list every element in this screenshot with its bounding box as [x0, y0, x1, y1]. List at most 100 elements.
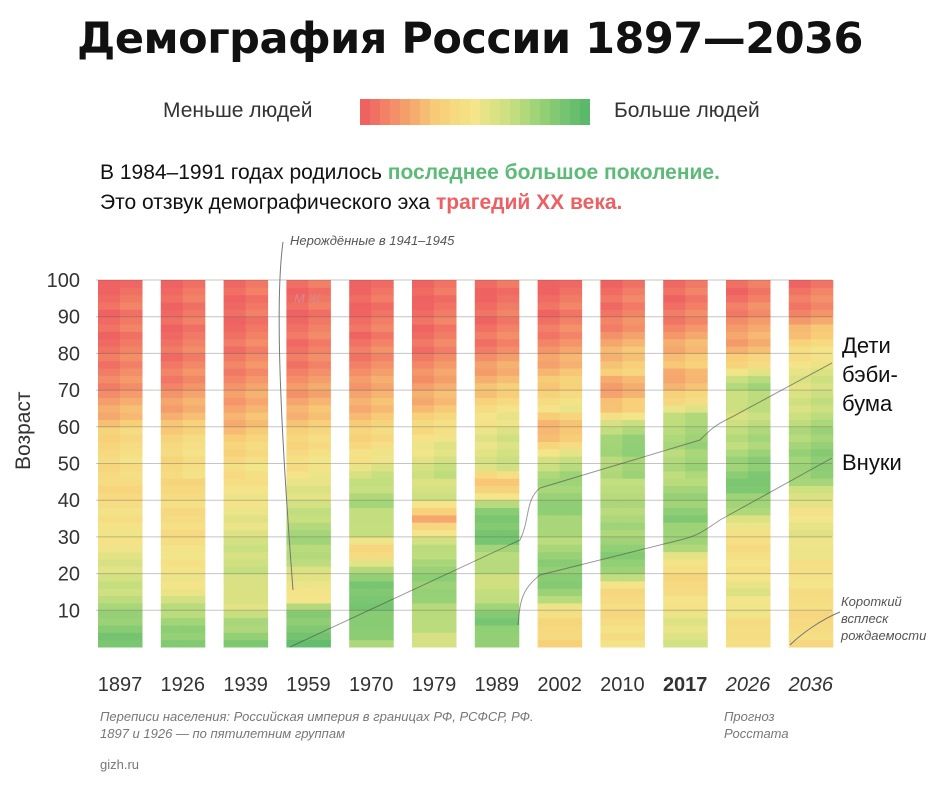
heatmap-cell	[726, 588, 749, 597]
heatmap-cell	[726, 404, 749, 413]
heatmap-cell	[622, 544, 645, 553]
heatmap-cell	[474, 331, 498, 340]
heatmap-cell	[434, 485, 457, 494]
heatmap-cell	[559, 602, 583, 611]
heatmap-cell	[810, 412, 834, 420]
heatmap-cell	[559, 448, 583, 457]
heatmap-cell	[622, 441, 645, 450]
heatmap-cell	[474, 522, 498, 531]
heatmap-cell	[622, 360, 645, 369]
heatmap-cell	[559, 478, 583, 487]
heatmap-cell	[622, 529, 645, 538]
heatmap-cell	[182, 573, 206, 582]
heatmap-cell	[120, 485, 143, 494]
heatmap-cell	[308, 558, 331, 567]
heatmap-cell	[622, 500, 645, 509]
heatmap-cell	[600, 632, 623, 641]
heatmap-cell	[726, 492, 749, 501]
heatmap-cell	[537, 404, 561, 413]
heatmap-cell	[245, 412, 269, 420]
heatmap-cell	[474, 390, 498, 398]
heatmap-cell	[622, 287, 645, 296]
heatmap-cell	[286, 456, 309, 464]
heatmap-cell	[160, 280, 184, 288]
heatmap-cell	[98, 544, 121, 553]
source-link[interactable]: gizh.ru	[100, 757, 140, 772]
x-tick-label: 2002	[537, 674, 582, 696]
heatmap-cell	[726, 346, 749, 354]
heatmap-cell	[120, 617, 143, 626]
heatmap-cell	[223, 588, 247, 597]
heatmap-cell	[748, 309, 771, 318]
heatmap-cell	[748, 338, 771, 347]
heatmap-cell	[434, 566, 457, 575]
heatmap-cell	[434, 368, 457, 376]
heatmap-cell	[559, 302, 583, 310]
heatmap-cell	[685, 456, 708, 464]
heatmap-cell	[622, 624, 645, 633]
heatmap-cell	[788, 419, 812, 428]
heatmap-cell	[223, 470, 247, 479]
heatmap-cell	[223, 302, 247, 310]
heatmap-cell	[600, 485, 623, 494]
heatmap-cell	[160, 536, 184, 545]
heatmap-cell	[349, 346, 372, 354]
heatmap-cell	[748, 375, 771, 384]
heatmap-cell	[663, 346, 686, 354]
heatmap-cell	[810, 338, 834, 347]
heatmap-cell	[371, 478, 394, 487]
heatmap-cell	[748, 485, 771, 494]
heatmap-cell	[286, 507, 309, 516]
heatmap-cell	[600, 558, 623, 567]
heatmap-cell	[371, 624, 394, 633]
heatmap-cell	[537, 595, 561, 604]
heatmap-cell	[685, 412, 708, 420]
heatmap-cell	[160, 529, 184, 538]
heatmap-cell	[434, 522, 457, 531]
heatmap-cell	[559, 566, 583, 575]
heatmap-cell	[349, 573, 372, 582]
heatmap-cell	[559, 500, 583, 509]
heatmap-cell	[559, 309, 583, 318]
heatmap-cell	[663, 412, 686, 420]
heatmap-cell	[412, 404, 435, 413]
heatmap-cell	[663, 558, 686, 567]
heatmap-cell	[308, 624, 331, 633]
heatmap-cell	[120, 514, 143, 523]
subtitle-line-2: Это отзвук демографического эха трагедий…	[100, 188, 720, 218]
heatmap-cell	[120, 353, 143, 362]
heatmap-cell	[537, 551, 561, 560]
heatmap-cell	[788, 470, 812, 479]
heatmap-cell	[474, 360, 498, 369]
heatmap-cell	[223, 610, 247, 619]
heatmap-cell	[98, 500, 121, 509]
heatmap-cell	[685, 529, 708, 538]
heatmap-cell	[120, 404, 143, 413]
heatmap-cell	[245, 639, 269, 648]
chart-title: Демография России 1897—2036	[77, 14, 863, 64]
heatmap-cell	[245, 617, 269, 626]
heatmap-cell	[223, 514, 247, 523]
heatmap-cell	[663, 331, 686, 340]
heatmap-cell	[474, 507, 498, 516]
heatmap-cell	[245, 434, 269, 442]
heatmap-cell	[308, 368, 331, 376]
heatmap-cell	[434, 382, 457, 391]
heatmap-cell	[308, 448, 331, 457]
heatmap-cell	[245, 522, 269, 531]
annotation-grandchildren: Внуки	[842, 450, 902, 475]
heatmap-cell	[600, 492, 623, 501]
heatmap-cell	[474, 580, 498, 589]
heatmap-cell	[663, 448, 686, 457]
heatmap-cell	[663, 375, 686, 384]
heatmap-cell	[559, 558, 583, 567]
heatmap-cell	[349, 309, 372, 318]
heatmap-cell	[434, 448, 457, 457]
heatmap-cell	[474, 588, 498, 597]
heatmap-cell	[245, 382, 269, 391]
heatmap-cell	[434, 338, 457, 347]
heatmap-cell	[223, 316, 247, 325]
heatmap-cell	[349, 353, 372, 362]
heatmap-cell	[308, 485, 331, 494]
heatmap-cell	[788, 551, 812, 560]
